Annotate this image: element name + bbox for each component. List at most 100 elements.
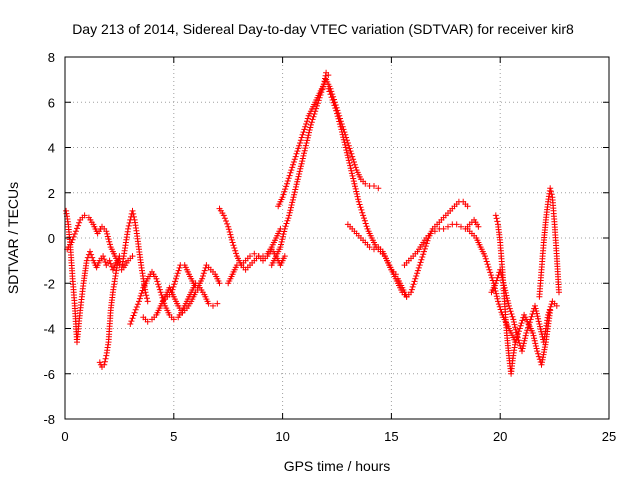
data-point <box>488 272 495 279</box>
data-point <box>88 251 95 258</box>
data-point <box>352 183 358 190</box>
data-point <box>523 330 530 336</box>
data-point <box>509 313 516 320</box>
data-point <box>355 198 362 205</box>
data-point <box>338 126 345 133</box>
data-point <box>290 159 297 165</box>
data-point <box>512 326 519 333</box>
data-point <box>299 155 306 162</box>
data-point <box>345 157 352 164</box>
data-point <box>126 219 133 226</box>
data-point <box>72 228 79 235</box>
data-point <box>129 253 136 260</box>
data-point <box>506 305 513 312</box>
data-point <box>484 261 491 268</box>
data-point <box>134 301 141 308</box>
data-point <box>229 239 236 246</box>
data-point <box>342 141 349 148</box>
data-point <box>247 253 253 260</box>
data-point <box>132 306 139 313</box>
data-point <box>283 183 290 190</box>
data-point <box>107 241 113 248</box>
data-point <box>531 337 538 344</box>
data-point <box>445 223 451 230</box>
data-point <box>303 140 310 146</box>
data-point <box>475 223 482 230</box>
data-point <box>302 142 309 149</box>
data-point <box>320 83 327 90</box>
data-point <box>326 88 333 95</box>
data-point <box>230 242 237 249</box>
data-point <box>482 255 489 262</box>
data-point <box>144 295 150 302</box>
data-point <box>105 236 112 243</box>
data-point <box>362 180 369 187</box>
data-point <box>286 209 293 216</box>
data-point <box>75 222 82 229</box>
data-point <box>545 311 552 318</box>
data-point <box>298 160 305 167</box>
data-point <box>392 271 399 278</box>
data-point <box>493 277 500 284</box>
data-point <box>533 310 540 317</box>
data-point <box>306 129 312 136</box>
series-group <box>344 221 399 278</box>
data-point <box>223 218 229 224</box>
data-point <box>508 311 515 317</box>
data-point <box>277 244 284 251</box>
data-point <box>130 210 137 217</box>
data-point <box>305 132 312 139</box>
data-point <box>103 228 110 235</box>
data-point <box>482 253 488 260</box>
data-point <box>125 225 132 232</box>
data-point <box>129 207 136 214</box>
series-group <box>394 198 471 300</box>
data-point <box>464 203 471 210</box>
data-point <box>224 220 231 227</box>
data-point <box>221 215 228 222</box>
data-point <box>534 348 541 355</box>
y-tick-label: -6 <box>43 367 55 382</box>
data-point <box>125 222 132 229</box>
data-point <box>414 270 421 277</box>
data-point <box>533 345 540 352</box>
data-point <box>144 298 151 305</box>
data-point <box>311 111 318 117</box>
data-point <box>170 316 177 323</box>
data-point <box>292 153 299 160</box>
data-point <box>294 176 301 183</box>
data-point <box>505 300 512 307</box>
series-group <box>64 212 136 271</box>
series-group <box>96 253 123 370</box>
data-point <box>210 302 216 309</box>
data-point <box>339 129 345 135</box>
data-point <box>129 315 136 322</box>
data-point <box>336 121 343 128</box>
data-point <box>337 123 344 130</box>
data-point <box>524 327 531 334</box>
tick-labels: 0 5 10 15 20 25 -8 -6 -4 -2 0 2 4 6 8 <box>43 50 616 444</box>
data-point <box>532 302 538 309</box>
data-point <box>547 303 554 310</box>
data-point <box>201 267 208 274</box>
data-point <box>510 319 517 325</box>
data-point <box>154 278 161 285</box>
data-point <box>525 321 532 328</box>
data-point <box>520 340 527 347</box>
data-point <box>343 149 350 156</box>
data-point <box>138 290 145 297</box>
data-point <box>495 301 502 308</box>
data-point <box>280 231 287 238</box>
data-point <box>279 233 286 240</box>
y-tick-label: 8 <box>48 50 55 65</box>
data-point <box>228 234 235 241</box>
data-point <box>171 281 178 288</box>
data-point <box>340 136 347 143</box>
data-point <box>504 297 511 304</box>
data-point <box>350 175 357 182</box>
data-point <box>529 330 536 336</box>
data-point <box>547 185 554 192</box>
data-point <box>314 100 321 107</box>
